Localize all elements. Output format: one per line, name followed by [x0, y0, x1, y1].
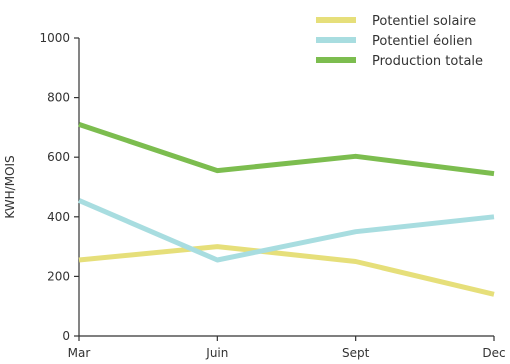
series-line-1 [78, 198, 495, 263]
x-tick-label: Dec [482, 346, 505, 360]
x-tick-label: Sept [342, 346, 370, 360]
y-tick-label: 1000 [39, 31, 70, 45]
series-lines [78, 122, 495, 297]
y-ticks: 0 200 400 600 800 1000 [39, 31, 79, 343]
legend-label: Potentiel éolien [372, 34, 473, 49]
axes: KWH/MOIS [3, 38, 494, 337]
y-tick-label: 0 [62, 329, 70, 343]
y-tick-label: 800 [47, 91, 70, 105]
y-tick-label: 200 [47, 269, 70, 283]
y-axis-label: KWH/MOIS [3, 155, 17, 218]
legend-label: Production totale [372, 54, 483, 69]
x-tick-label: Juin [205, 346, 228, 360]
x-ticks: Mar Juin Sept Dec [68, 336, 506, 360]
series-line-0 [78, 244, 495, 297]
legend-label: Potentiel solaire [372, 14, 476, 29]
y-tick-label: 400 [47, 210, 70, 224]
series-line-2 [78, 122, 495, 177]
legend: Potentiel solaire Potentiel éolien Product… [316, 14, 483, 69]
y-tick-label: 600 [47, 150, 70, 164]
x-tick-label: Mar [68, 346, 91, 360]
